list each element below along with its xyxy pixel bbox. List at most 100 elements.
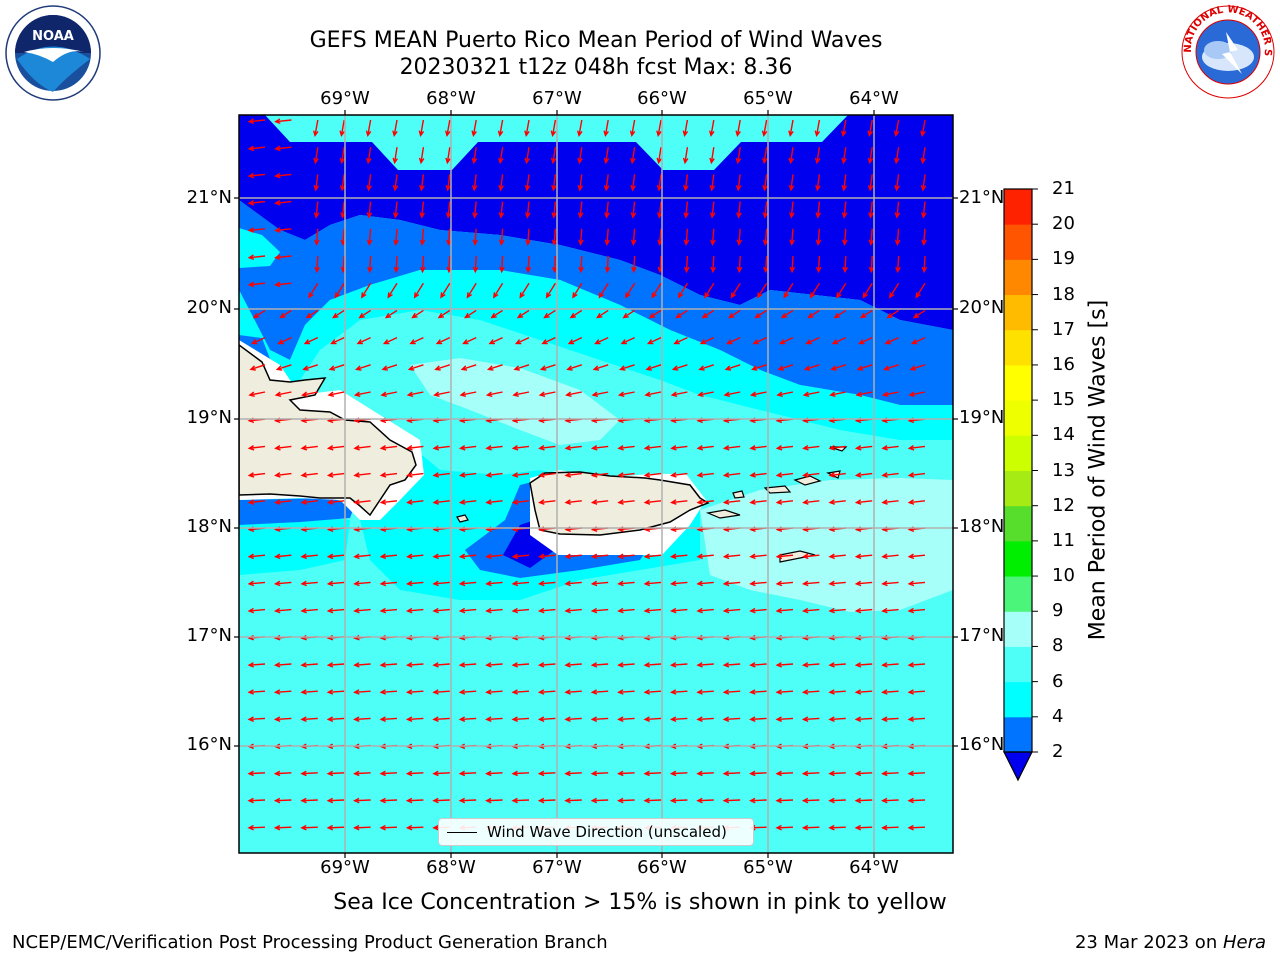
wind-wave-arrow bbox=[538, 553, 556, 560]
wind-wave-arrow bbox=[671, 364, 688, 371]
wind-wave-arrow bbox=[724, 364, 741, 371]
wind-wave-arrow bbox=[881, 662, 899, 668]
wind-wave-arrow bbox=[592, 364, 609, 371]
gridlines bbox=[239, 115, 953, 853]
wind-wave-arrow bbox=[462, 336, 477, 345]
wind-wave-arrow bbox=[379, 797, 398, 804]
wind-wave-arrow bbox=[809, 282, 820, 299]
wind-wave-arrow bbox=[406, 445, 424, 451]
wind-wave-arrow bbox=[437, 309, 451, 319]
wind-wave-arrow bbox=[300, 770, 318, 777]
wind-wave-arrow bbox=[590, 689, 609, 695]
wind-wave-arrow bbox=[670, 499, 688, 505]
wind-wave-arrow bbox=[670, 391, 688, 398]
wind-wave-arrow bbox=[353, 716, 371, 722]
wind-wave-arrow bbox=[275, 364, 292, 371]
wind-wave-arrow bbox=[805, 336, 820, 345]
wind-wave-arrow bbox=[907, 716, 926, 722]
wind-wave-arrow bbox=[572, 282, 583, 299]
wind-wave-arrow bbox=[749, 662, 767, 668]
wind-wave-arrow bbox=[471, 174, 478, 192]
wind-wave-arrow bbox=[657, 201, 663, 219]
wind-wave-arrow bbox=[881, 499, 899, 505]
wind-wave-arrow bbox=[564, 797, 582, 804]
wind-wave-arrow bbox=[629, 119, 636, 138]
wind-wave-arrow bbox=[564, 716, 582, 722]
wind-wave-arrow bbox=[590, 607, 609, 614]
wind-wave-arrow bbox=[564, 580, 582, 587]
wind-wave-arrow bbox=[537, 580, 556, 587]
wind-wave-arrow bbox=[735, 147, 742, 165]
wind-wave-arrow bbox=[630, 201, 637, 219]
wind-wave-arrow bbox=[525, 228, 531, 246]
wind-wave-arrow bbox=[339, 174, 346, 192]
wind-wave-arrow bbox=[775, 824, 794, 831]
colorbar-tick-label: 13 bbox=[1052, 459, 1075, 481]
wind-wave-arrow bbox=[815, 174, 821, 192]
wind-wave-arrow bbox=[538, 445, 556, 451]
lon-label-top-64w: 64°W bbox=[849, 88, 899, 109]
wind-wave-arrow bbox=[541, 336, 556, 345]
lat-label-right-21n: 21°N bbox=[959, 187, 1005, 208]
wind-wave-arrow bbox=[854, 607, 873, 614]
wind-wave-arrow bbox=[921, 201, 927, 219]
colorbar-tick-label: 4 bbox=[1052, 705, 1064, 727]
wind-wave-arrow bbox=[749, 553, 767, 560]
wind-wave-arrow bbox=[907, 445, 926, 451]
wind-wave-arrows bbox=[247, 118, 928, 831]
wind-wave-arrow bbox=[407, 364, 424, 371]
wind-wave-arrow bbox=[459, 391, 477, 398]
wind-wave-arrow bbox=[458, 445, 477, 451]
wind-wave-arrow bbox=[802, 499, 820, 505]
wind-wave-arrow bbox=[728, 309, 741, 319]
wind-wave-arrow bbox=[458, 553, 477, 560]
wind-wave-arrow bbox=[405, 770, 424, 777]
wind-wave-arrow bbox=[274, 227, 292, 233]
wind-wave-arrow bbox=[326, 797, 345, 804]
wind-wave-arrow bbox=[594, 336, 609, 345]
wind-wave-arrow bbox=[274, 445, 292, 451]
wind-wave-arrow bbox=[498, 201, 505, 219]
colorbar bbox=[1003, 188, 1038, 782]
wind-wave-arrow bbox=[682, 147, 689, 165]
wind-wave-arrow bbox=[551, 228, 558, 246]
wind-wave-arrow bbox=[854, 445, 873, 451]
wind-wave-arrow bbox=[300, 445, 318, 451]
wind-wave-arrow bbox=[458, 662, 477, 668]
colorbar-tick-label: 11 bbox=[1052, 529, 1075, 551]
wind-wave-arrow bbox=[604, 201, 610, 219]
wind-wave-arrow bbox=[590, 662, 609, 668]
wind-wave-arrow bbox=[564, 499, 582, 505]
wind-wave-arrow bbox=[828, 607, 846, 614]
wind-wave-arrow bbox=[630, 174, 636, 192]
wind-wave-arrow bbox=[511, 580, 530, 587]
wind-wave-arrow bbox=[815, 255, 822, 274]
lon-label-bottom-67w: 67°W bbox=[532, 857, 582, 878]
wind-wave-arrow bbox=[907, 553, 926, 560]
wind-wave-arrow bbox=[273, 662, 292, 668]
wind-wave-arrow bbox=[775, 553, 794, 560]
wind-wave-arrow bbox=[577, 201, 584, 219]
wind-wave-arrow bbox=[802, 553, 820, 560]
wind-wave-arrow bbox=[300, 499, 318, 505]
wind-wave-arrow bbox=[418, 147, 425, 165]
wind-wave-arrow bbox=[841, 201, 848, 219]
lon-label-bottom-68w: 68°W bbox=[426, 857, 476, 878]
wind-wave-arrow bbox=[722, 472, 741, 478]
wind-wave-arrow bbox=[302, 364, 319, 371]
wind-wave-arrow bbox=[656, 147, 663, 165]
chart-title: GEFS MEAN Puerto Rico Mean Period of Win… bbox=[309, 28, 883, 53]
wind-wave-arrow bbox=[485, 662, 503, 668]
wind-wave-arrow bbox=[512, 391, 530, 398]
legend-label: Wind Wave Direction (unscaled) bbox=[487, 823, 727, 841]
wind-wave-arrow bbox=[248, 391, 266, 398]
wind-wave-arrow bbox=[854, 797, 873, 804]
wind-wave-arrow bbox=[643, 580, 662, 587]
wind-wave-arrow bbox=[854, 499, 873, 505]
wind-wave-arrow bbox=[419, 174, 425, 192]
wind-wave-arrow bbox=[617, 472, 635, 478]
wind-wave-arrow bbox=[353, 580, 371, 587]
wind-wave-arrow bbox=[435, 336, 451, 345]
wind-wave-arrow bbox=[776, 391, 794, 398]
wind-wave-arrow bbox=[596, 309, 609, 319]
